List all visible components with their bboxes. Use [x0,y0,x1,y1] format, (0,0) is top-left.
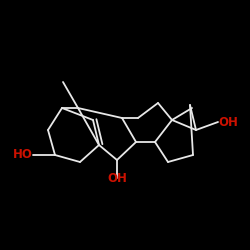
Text: HO: HO [13,148,33,162]
Text: OH: OH [107,172,127,184]
Text: OH: OH [218,116,238,128]
